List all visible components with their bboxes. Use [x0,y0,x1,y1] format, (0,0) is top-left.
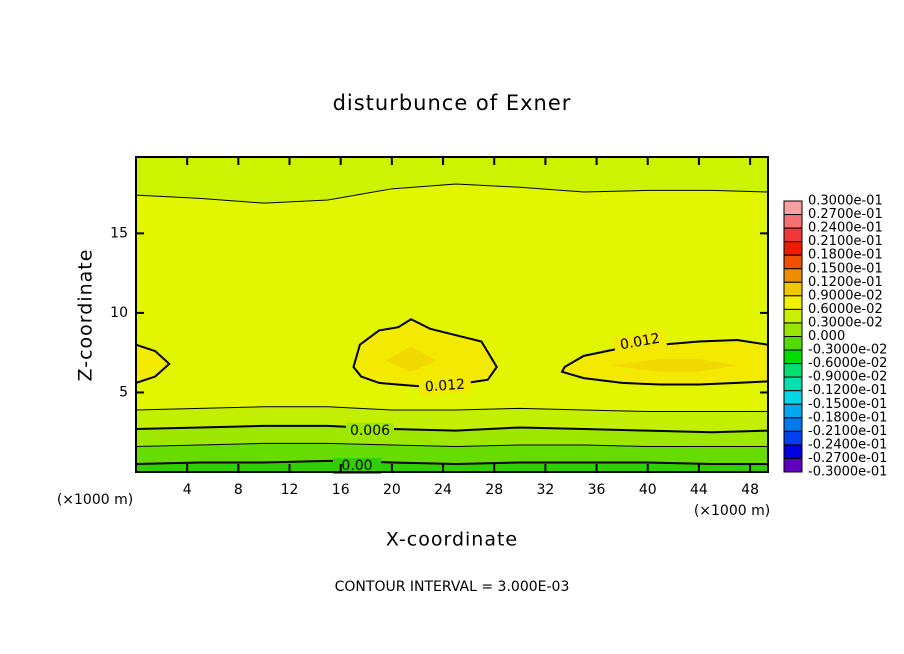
contour-line [136,424,768,434]
x-tick-label: 12 [281,482,299,498]
annotation: CONTOUR INTERVAL = 3.000E-03 [335,579,570,595]
y-axis-label: Z-coordinate [75,249,97,382]
colorbar-box [783,457,803,473]
plot-frame [135,156,769,473]
colorbar-box [783,430,803,446]
colorbar-label: -0.2100e-01 [808,424,887,439]
x-tick-label: 36 [588,482,606,498]
colorbar-box [783,281,803,297]
contour-label: 0.012 [619,331,661,354]
x-axis-label: X-coordinate [386,529,518,551]
colorbar-label: 0.9000e-02 [808,288,883,303]
colorbar-label: -0.1500e-01 [808,397,887,412]
colorbar-box [783,214,803,229]
colorbar-label: 0.1800e-01 [808,248,883,263]
x-tick-label: 44 [690,482,708,498]
colorbar-label: -0.1800e-01 [808,410,887,425]
colorbar-label: -0.3000e-01 [808,465,887,480]
label-bg [333,458,381,474]
colorbar-box [783,268,803,283]
contour-label: 0.00 [341,458,372,474]
contour-label: 0.012 [424,377,465,396]
colorbar-label: -0.3000e-02 [808,343,887,358]
colorbar-label: 0.2100e-01 [808,234,883,249]
colorbar-box [783,227,803,243]
contour-line [136,459,768,466]
x-unit-label: (×1000 m) [57,492,133,508]
chart-title: disturbunce of Exner [333,91,572,115]
colorbar-box [783,295,803,310]
colorbar-box [783,200,803,216]
colorbar-box [783,308,803,324]
x-tick-label: 32 [536,482,554,498]
colorbar-label: 0.3000e-01 [808,194,883,209]
contour-shade [609,359,738,372]
x-tick-label: 20 [383,482,401,498]
colorbar-box [783,336,803,351]
contour-line [136,406,768,413]
colorbar-box [783,376,803,392]
colorbar-box [783,349,803,365]
colorbar-label: 0.2700e-01 [808,207,883,222]
colorbar-box [783,322,803,338]
x-tick-label: 48 [741,482,759,498]
colorbar-label: 0.2400e-01 [808,221,883,236]
label-bg [418,376,472,396]
x-tick-label: 16 [332,482,350,498]
label-bg [346,423,394,439]
colorbar-label: 0.1500e-01 [808,261,883,276]
label-bg [613,329,667,355]
colorbar-label: 0.000 [808,329,845,344]
colorbar-label: -0.9000e-02 [808,370,887,385]
y-tick-label: 10 [110,305,128,321]
contour-line [136,183,768,204]
colorbar-label: 0.6000e-02 [808,302,883,317]
x-tick-label: 4 [183,482,192,498]
colorbar-label: -0.6000e-02 [808,356,887,371]
colorbar-box [783,403,803,419]
colorbar-box [783,444,803,459]
x-tick-label: 28 [485,482,503,498]
colorbar-label: -0.2400e-01 [808,437,887,452]
contour-blob [352,318,498,388]
colorbar-box [783,254,803,270]
contour-label: 0.006 [350,423,390,439]
contour-line [136,442,768,448]
colorbar-label: -0.1200e-01 [808,383,887,398]
y-tick-label: 15 [110,225,128,241]
contour-fill [136,184,768,472]
contour-shade [385,346,437,372]
contour-blob [136,343,171,384]
colorbar-box [783,417,803,432]
colorbar-box [783,390,803,405]
colorbar-box [783,363,803,378]
colorbar-box [783,241,803,256]
contour-fill [136,460,768,472]
x-tick-label: 24 [434,482,452,498]
x-tick-label: 40 [639,482,657,498]
x-unit-label: (×1000 m) [694,503,770,519]
x-tick-label: 8 [234,482,243,498]
colorbar-label: 0.1200e-01 [808,275,883,290]
colorbar-label: 0.3000e-02 [808,315,883,330]
y-tick-label: 5 [119,384,128,400]
colorbar-label: -0.2700e-01 [808,451,887,466]
